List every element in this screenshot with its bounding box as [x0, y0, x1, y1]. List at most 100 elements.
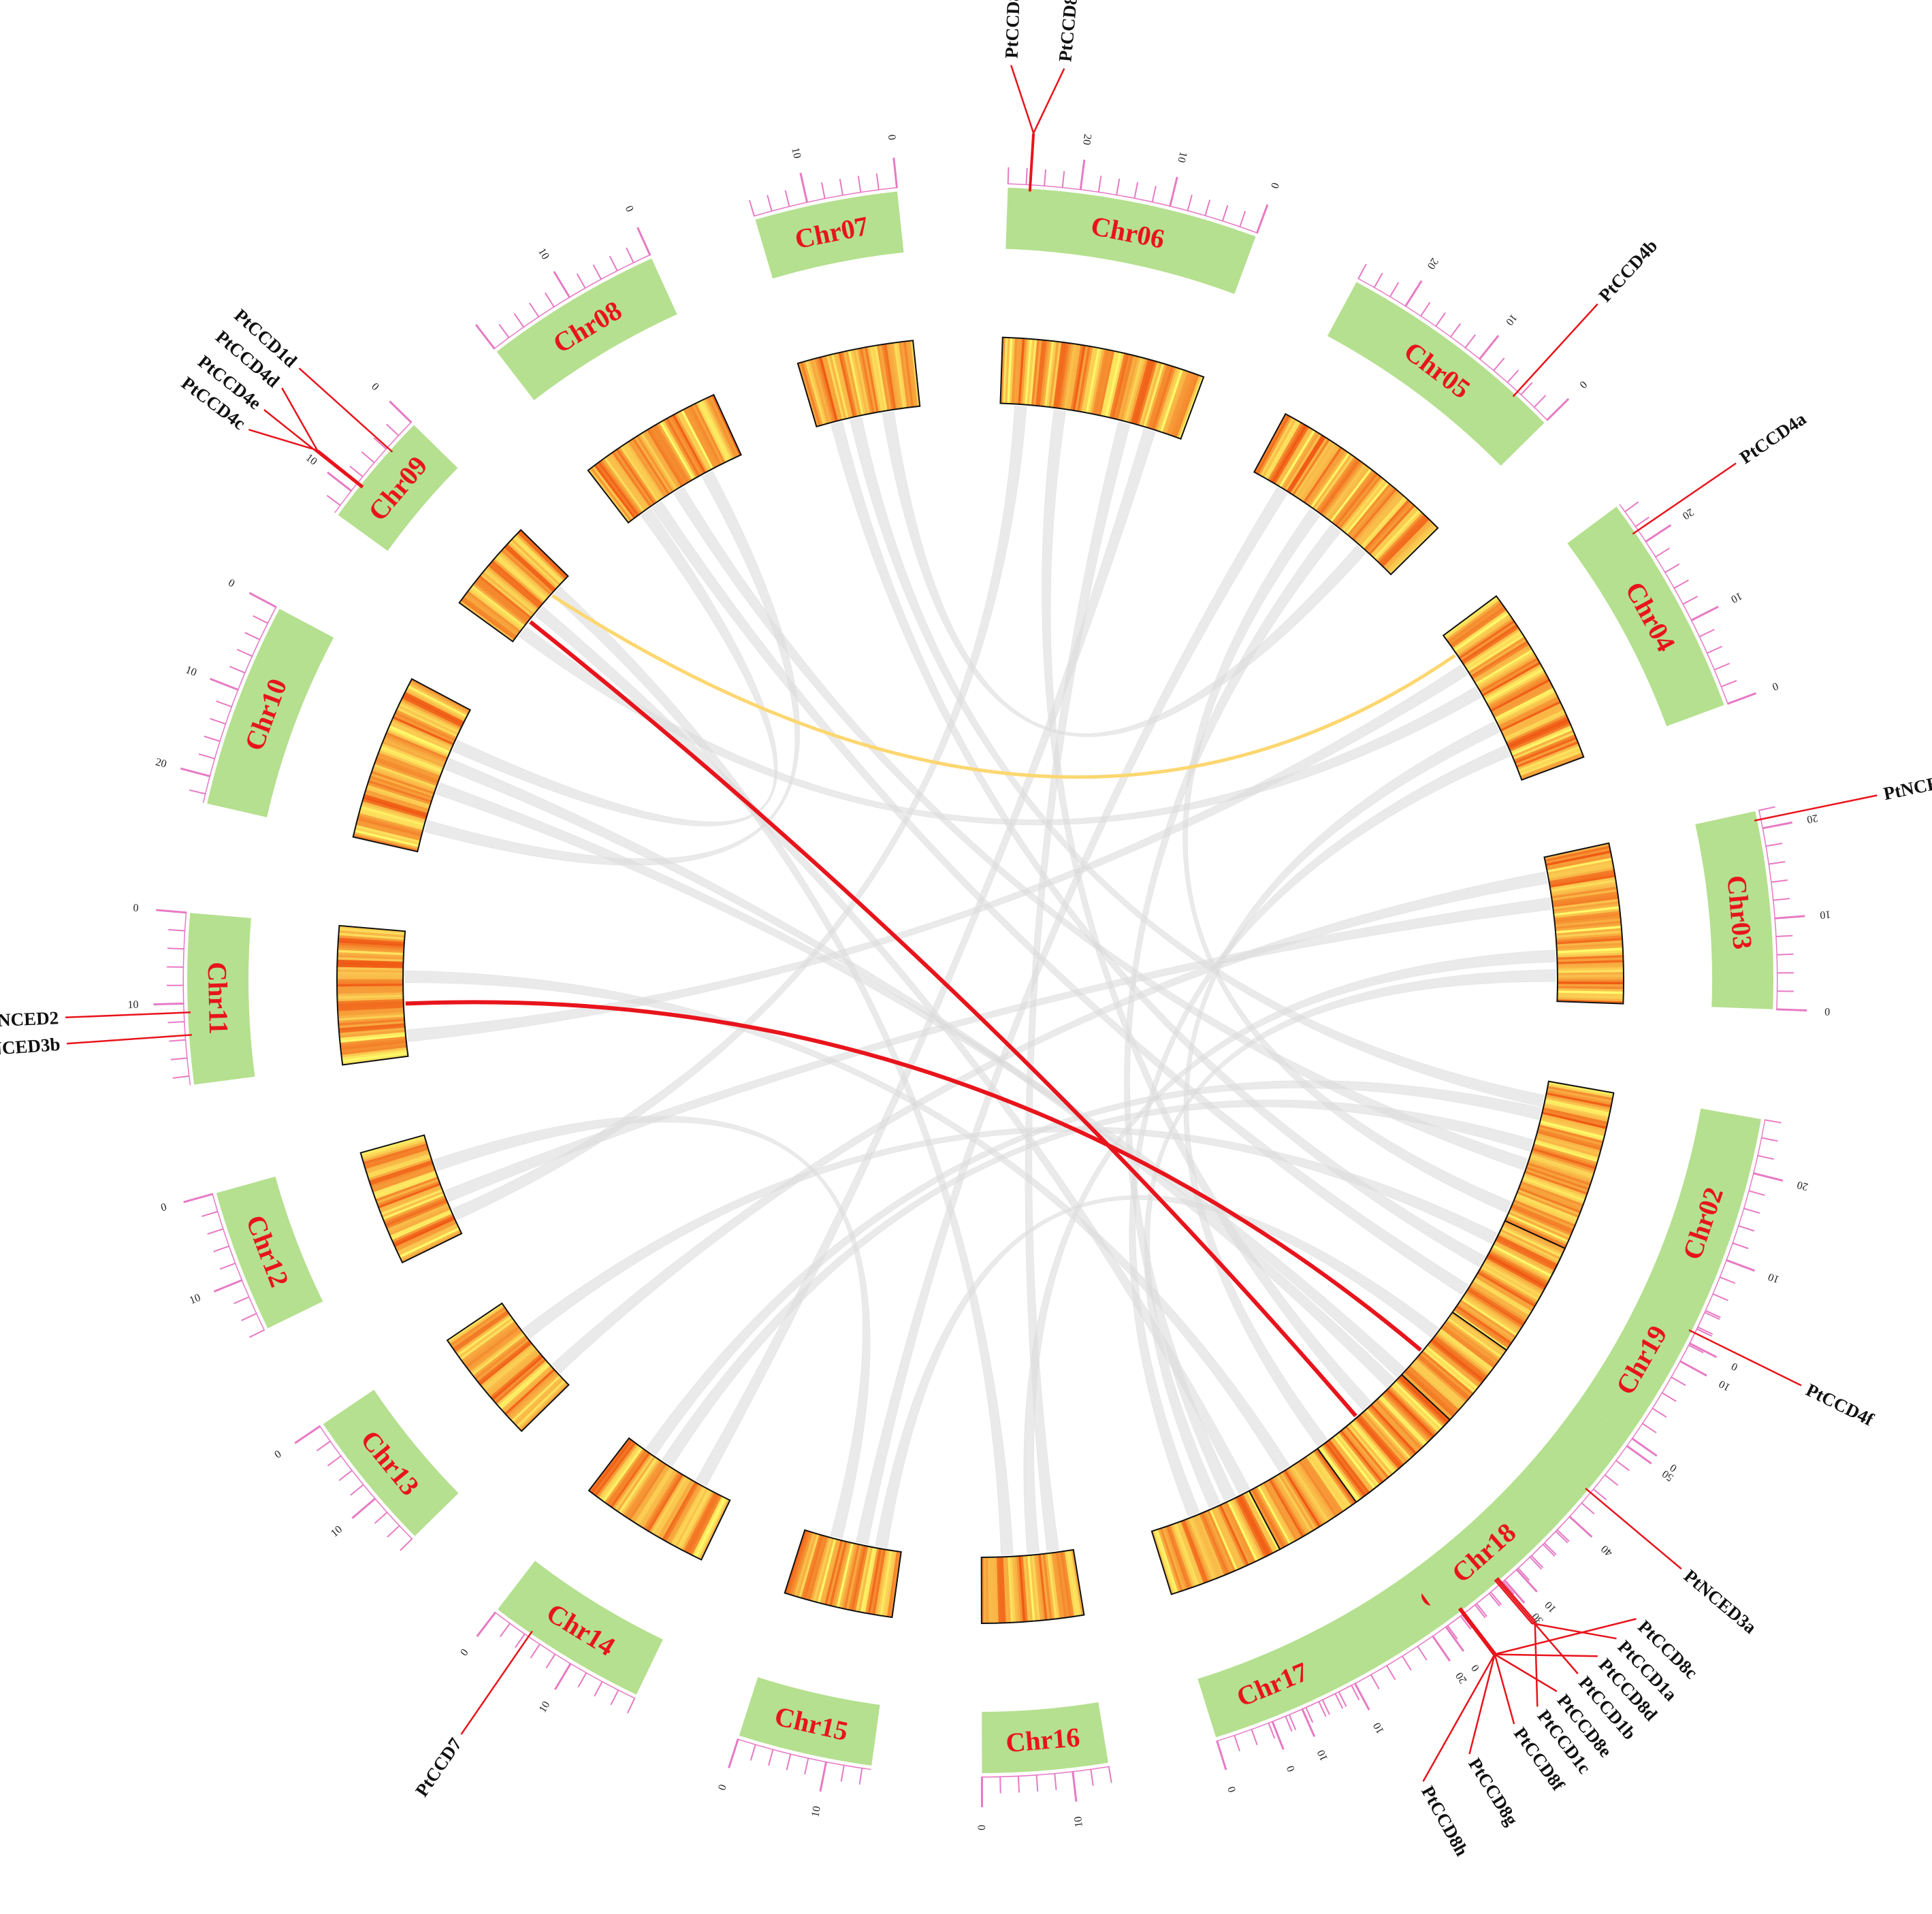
synteny-ribbon [1183, 721, 1500, 1447]
minor-tick [400, 1538, 413, 1551]
minor-tick [1187, 194, 1193, 212]
tick-label: 20 [1796, 1179, 1809, 1193]
gene-marker-line [1585, 1487, 1682, 1570]
minor-tick [1007, 167, 1010, 184]
minor-tick [1706, 645, 1723, 654]
density-track-chr08 [587, 393, 742, 524]
density-track-chr11 [336, 924, 409, 1066]
density-track-outline [1442, 595, 1585, 781]
minor-tick [1447, 1625, 1458, 1640]
minor-tick [1061, 171, 1065, 189]
minor-tick [236, 649, 253, 658]
major-tick [351, 1497, 376, 1519]
minor-tick [1652, 1407, 1667, 1418]
minor-tick [1704, 1311, 1720, 1320]
minor-tick [1490, 1591, 1502, 1606]
minor-tick [1698, 628, 1715, 638]
tick-label: 0 [226, 577, 236, 590]
minor-tick [768, 1749, 774, 1766]
minor-tick [1204, 199, 1211, 216]
minor-tick [839, 178, 844, 196]
density-track-chr16 [980, 1548, 1085, 1625]
minor-tick [1682, 596, 1698, 605]
gene-marker-line [65, 1011, 191, 1019]
major-tick [153, 1002, 184, 1006]
tick-baseline [1758, 810, 1778, 1009]
density-track-outline [458, 529, 569, 643]
major-tick [1271, 1721, 1285, 1751]
tick-label: 10 [1767, 1271, 1781, 1286]
minor-tick [1775, 935, 1793, 937]
gene-marker-line [460, 1630, 533, 1735]
synteny-ribbon [1023, 950, 1556, 1554]
density-track-outline [587, 393, 742, 524]
major-tick [156, 909, 187, 914]
major-tick [1546, 398, 1570, 421]
segmental-duplication-link [529, 620, 1357, 1418]
gene-label: PtNCED3b [0, 1034, 61, 1060]
minor-tick [1615, 1459, 1630, 1472]
minor-tick [1688, 1344, 1704, 1354]
tick-label: 10 [1371, 1721, 1387, 1736]
tick-label: 0 [160, 1201, 168, 1214]
major-tick [1774, 915, 1805, 920]
minor-tick [167, 947, 184, 950]
minor-tick [1732, 1242, 1749, 1250]
minor-tick [1696, 1326, 1713, 1335]
density-track-outline [1253, 412, 1439, 576]
synteny-ribbon [673, 487, 1528, 1171]
gene-marker-line [248, 429, 364, 487]
minor-tick [1581, 1502, 1595, 1514]
minor-tick [529, 302, 540, 318]
density-track-outline [1493, 1080, 1615, 1275]
major-tick [213, 1279, 243, 1293]
gene-marker-line [1010, 65, 1035, 192]
minor-tick [1108, 1766, 1112, 1783]
chromosome-band-chr19 [1579, 1285, 1701, 1437]
minor-tick [1288, 1714, 1297, 1730]
major-tick [210, 677, 240, 692]
minor-tick [1757, 1154, 1774, 1161]
tick-label: 20 [1425, 256, 1440, 272]
chromosome-band-chr17 [1197, 1627, 1350, 1738]
major-tick [1431, 1635, 1451, 1662]
minor-tick [1488, 1592, 1500, 1607]
tick-label: 0 [886, 134, 898, 141]
major-tick [1404, 280, 1423, 308]
minor-tick [750, 1744, 756, 1761]
gene-label: PtCCD8b [1054, 0, 1082, 63]
major-tick [1072, 1770, 1078, 1802]
density-track-chr06 [999, 336, 1205, 440]
minor-tick [1350, 1684, 1360, 1700]
density-track-chr12 [359, 1134, 463, 1264]
minor-tick [170, 1057, 188, 1060]
minor-tick [1464, 334, 1476, 349]
tick-label: 20 [1080, 133, 1093, 146]
tick-label: 0 [272, 1448, 283, 1461]
major-tick [180, 767, 211, 778]
tick-label: 10 [1072, 1816, 1085, 1828]
tick-label: 10 [1543, 1599, 1558, 1615]
tick-label: 10 [188, 1292, 202, 1307]
chromosome-band-chr11 [187, 913, 255, 1085]
density-track-chr09 [458, 529, 569, 643]
minor-tick [515, 1633, 526, 1649]
density-track-outline [796, 340, 921, 428]
minor-tick [767, 195, 773, 212]
chromosome-band-chr10 [207, 609, 334, 817]
gene-label: PtCCD8g [1464, 1754, 1522, 1829]
tick-label: 10 [184, 664, 198, 679]
minor-tick [1090, 1768, 1094, 1786]
minor-tick [1268, 1722, 1276, 1739]
minor-tick [1460, 1615, 1472, 1630]
gene-label: PtCCD8a [1001, 0, 1025, 59]
tick-label: 10 [329, 1523, 344, 1539]
minor-tick [1712, 1293, 1728, 1301]
chromosome-label-chr16: Chr16 [1005, 1721, 1081, 1758]
minor-tick [1419, 302, 1431, 317]
tick-label: 0 [1226, 1785, 1239, 1794]
density-bin [336, 977, 404, 980]
minor-tick [1517, 1567, 1530, 1581]
synteny-ribbon [522, 1126, 1498, 1339]
